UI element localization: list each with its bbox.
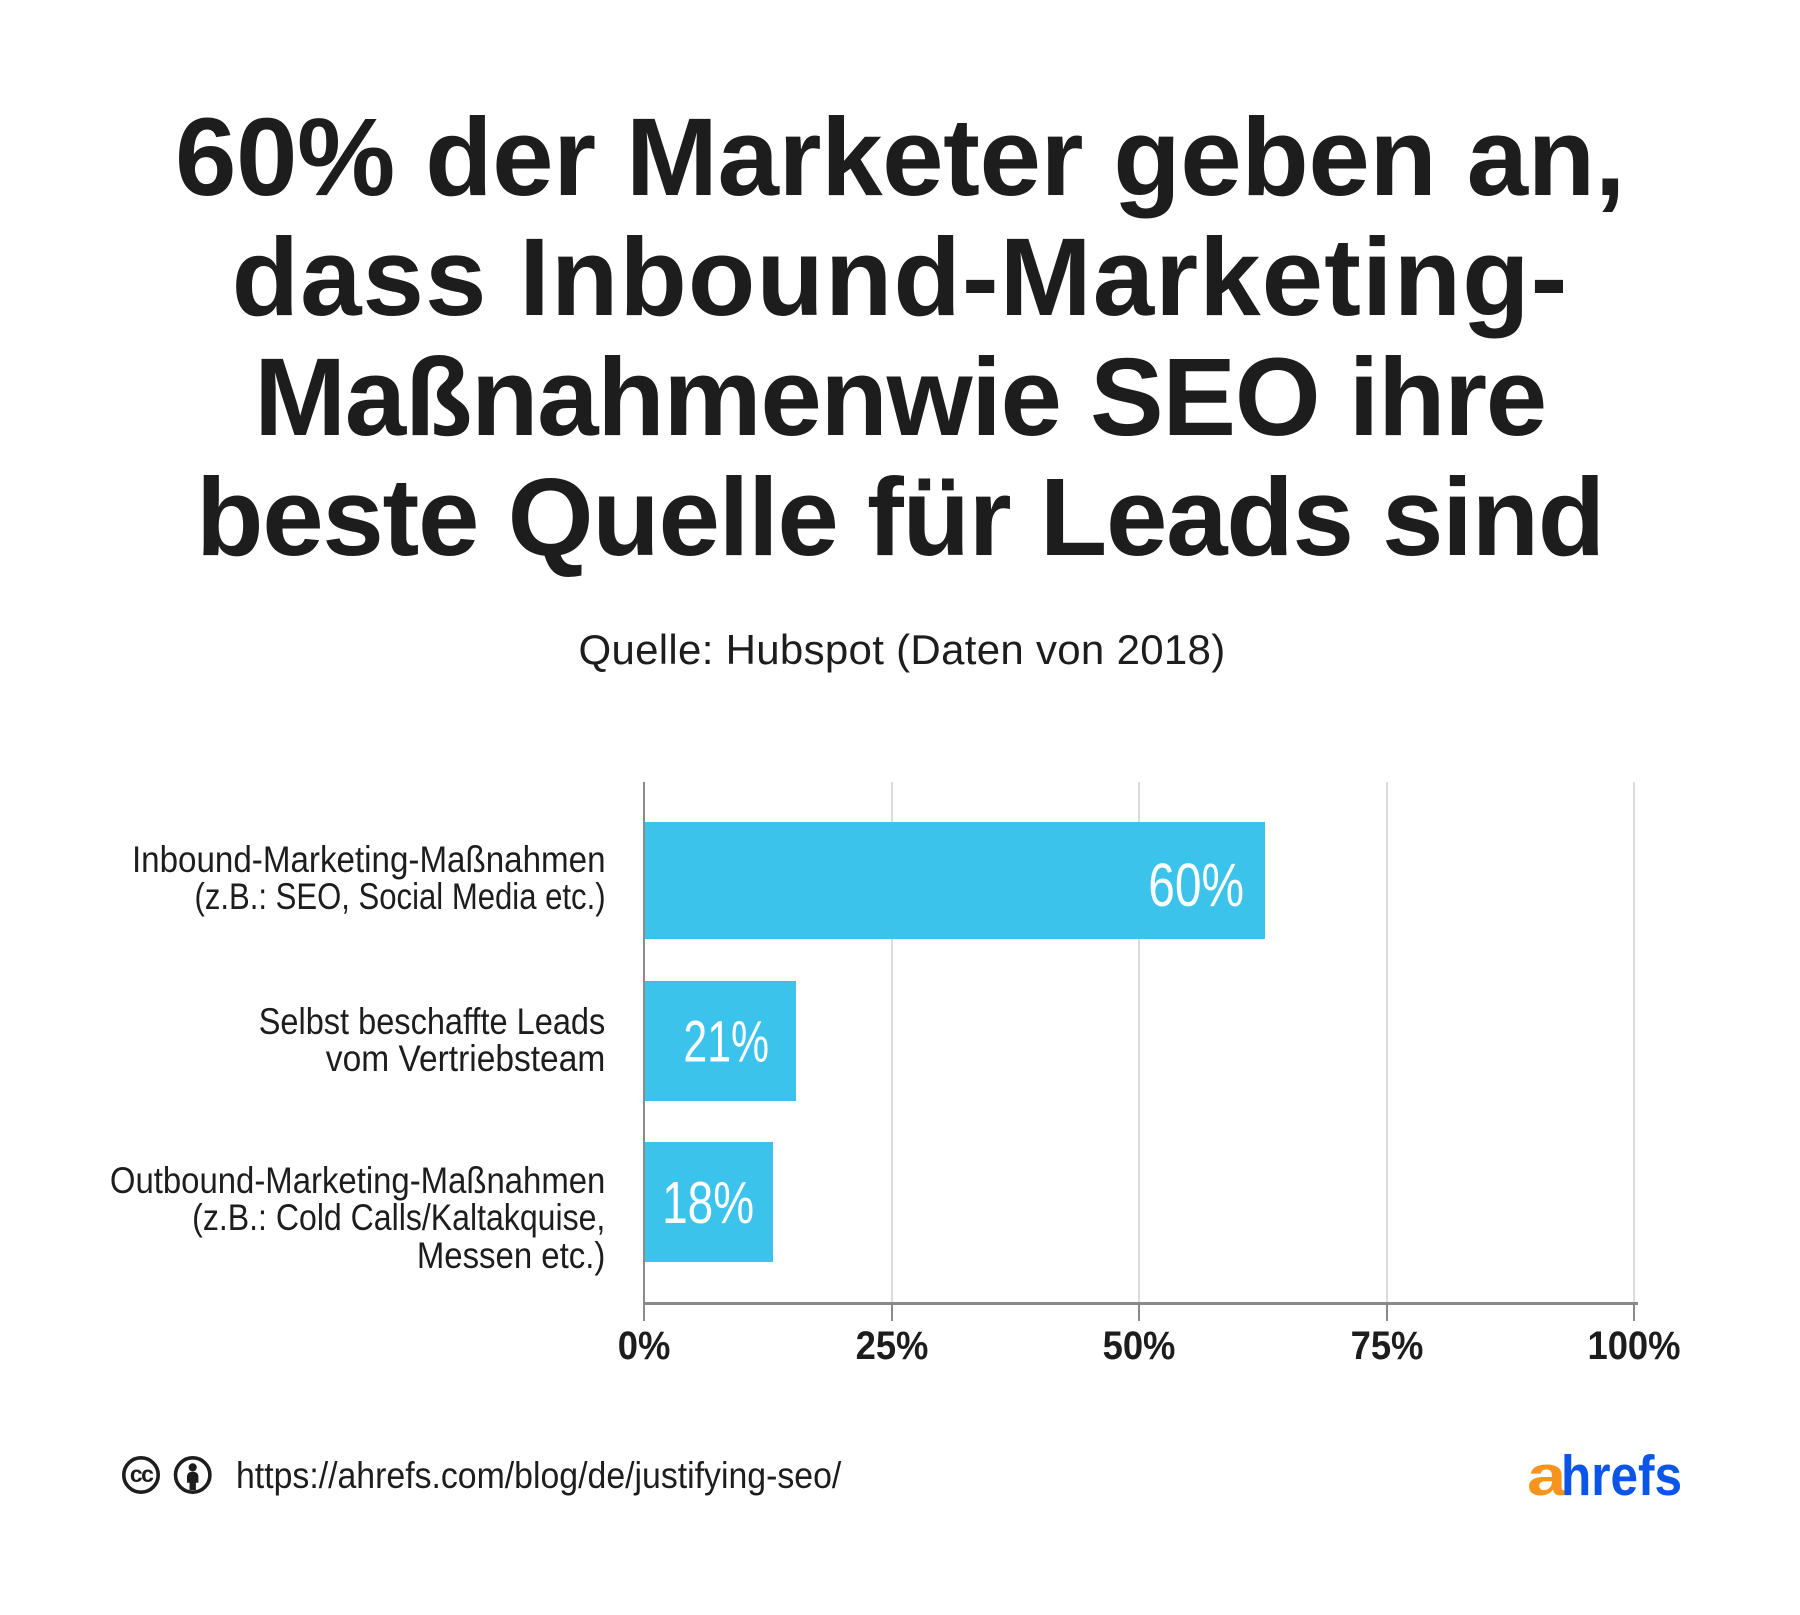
svg-text:cc: cc: [130, 1461, 154, 1487]
